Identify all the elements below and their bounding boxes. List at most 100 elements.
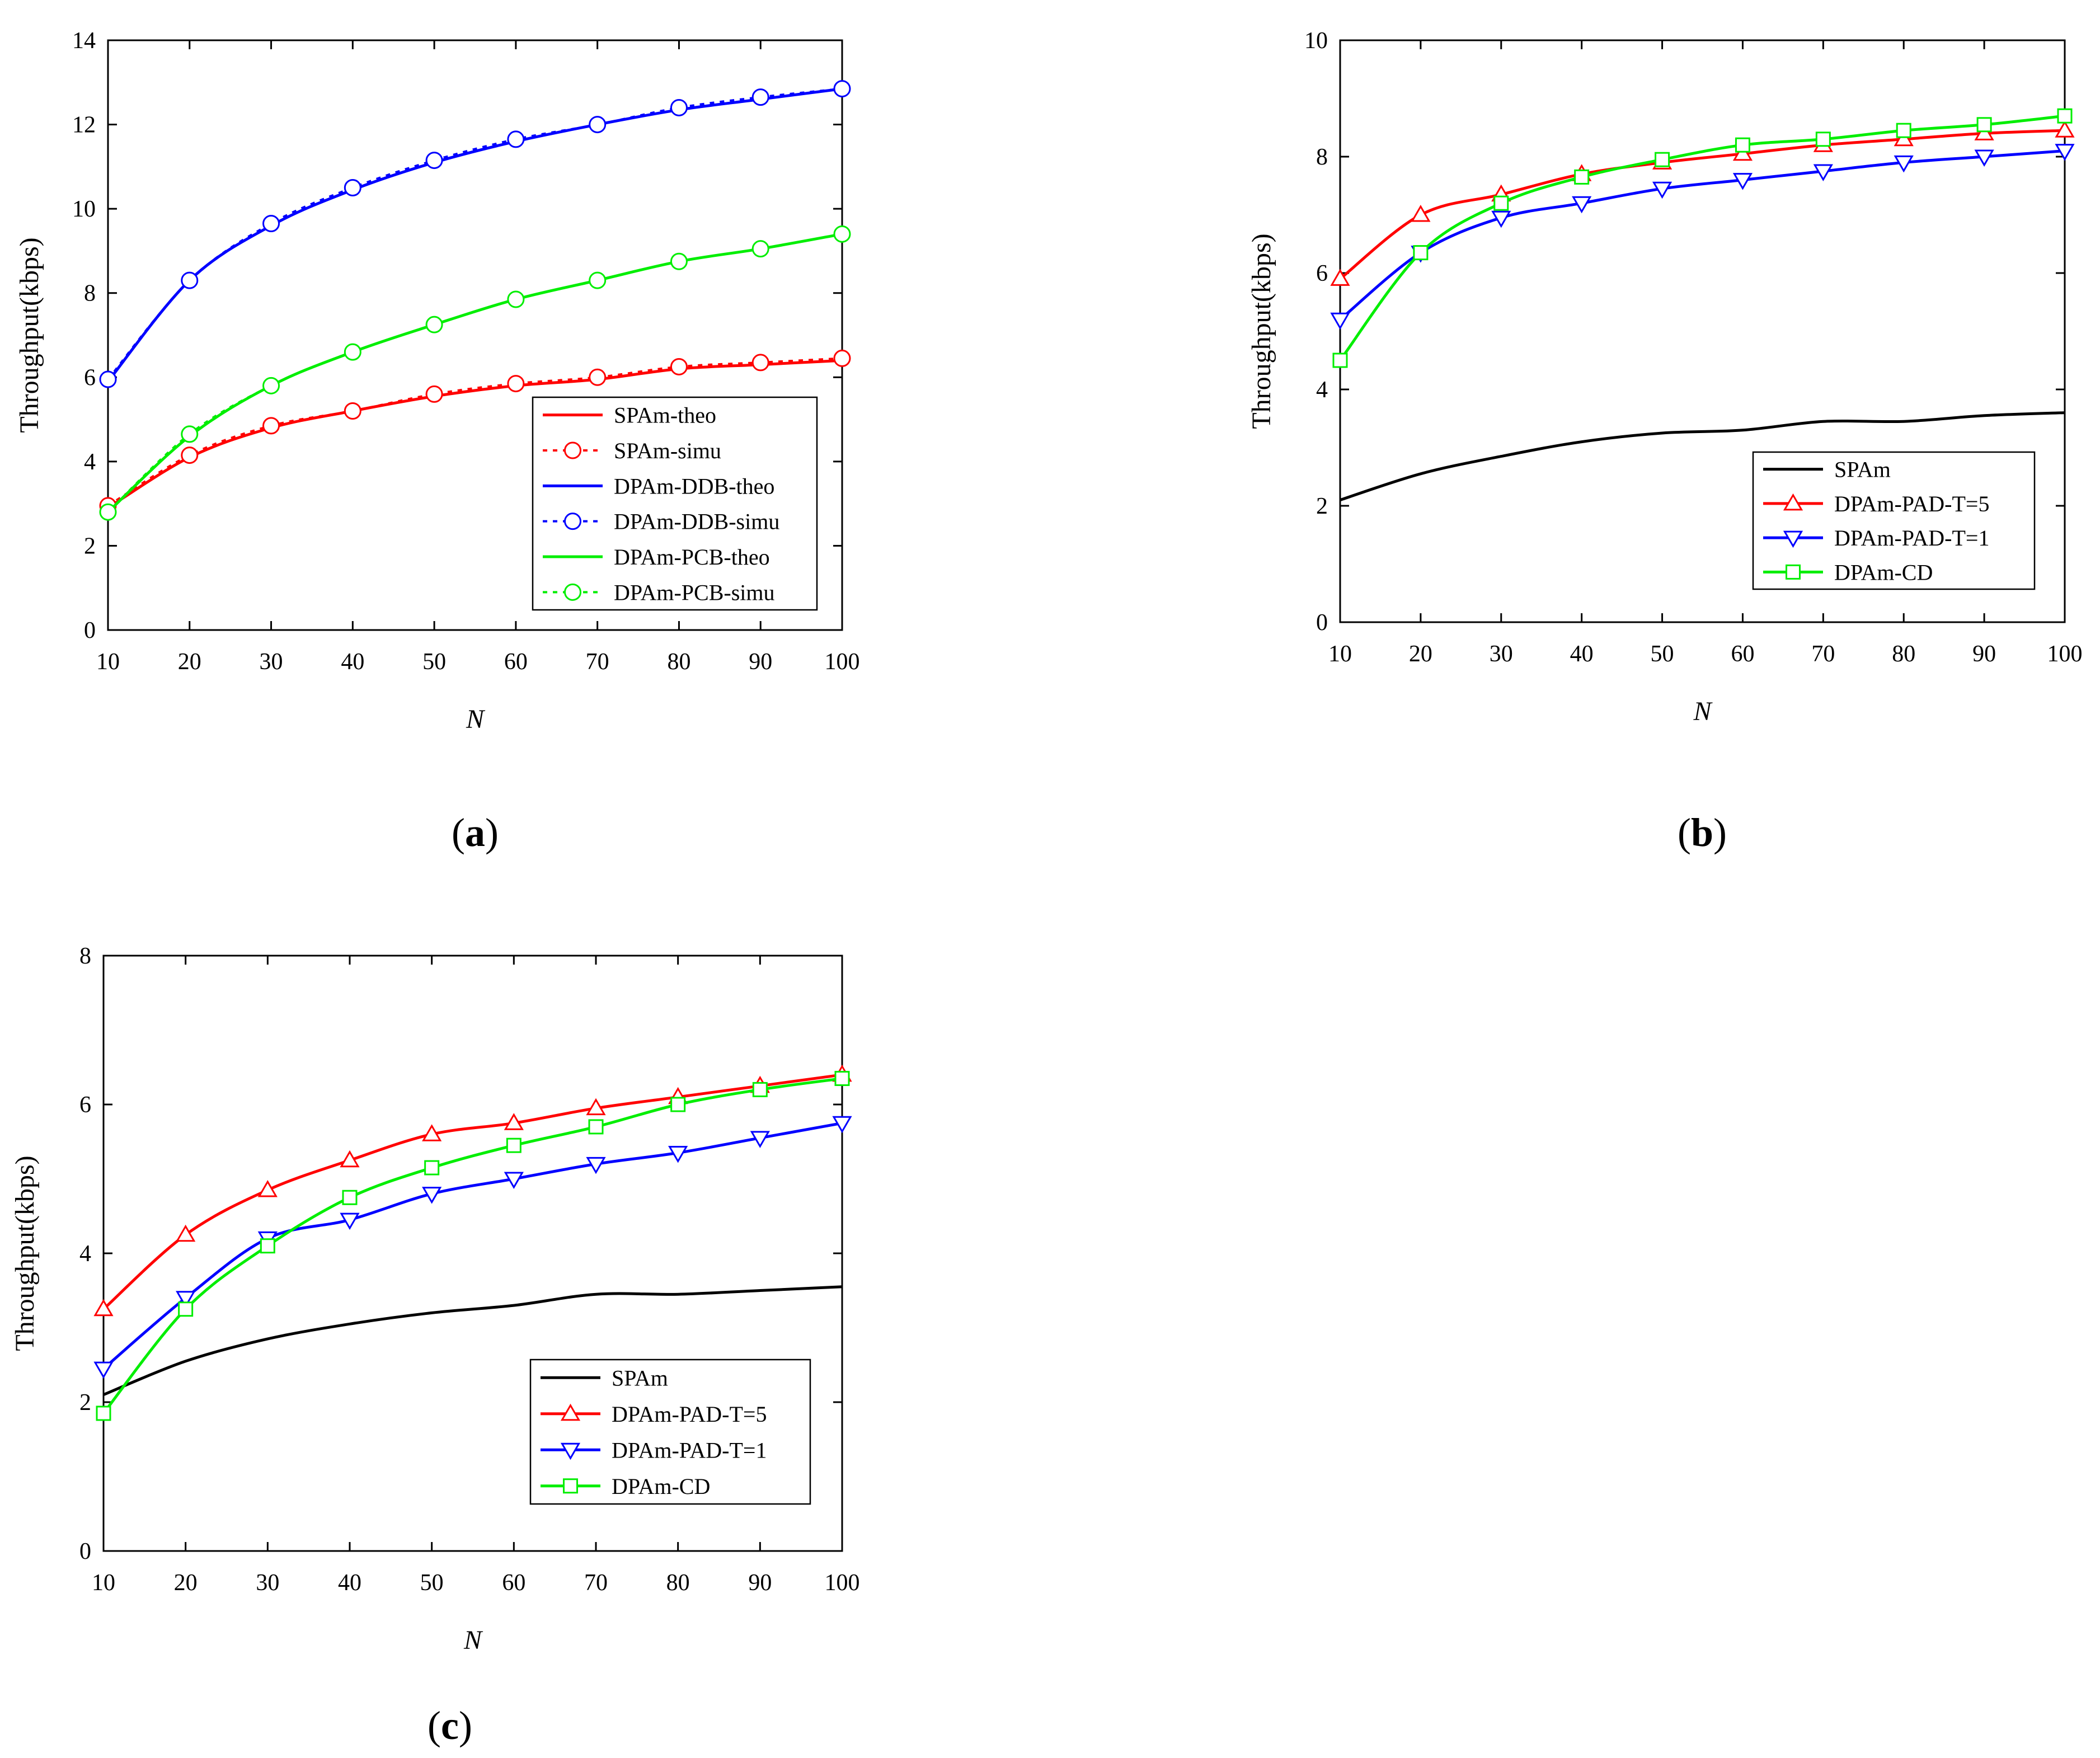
legend-swatch-marker: [564, 513, 581, 530]
y-tick-label: 2: [1316, 493, 1328, 519]
y-tick-label: 10: [72, 196, 96, 222]
data-point-marker: [422, 1124, 442, 1141]
x-tick-label: 40: [1570, 641, 1594, 667]
x-tick-label: 50: [422, 649, 446, 675]
legend-label: DPAm-PCB-simu: [614, 580, 775, 605]
data-point-marker: [344, 179, 361, 196]
data-point-marker: [176, 1224, 196, 1242]
data-point-marker: [176, 1291, 196, 1308]
caption-paren-open: (: [452, 810, 465, 855]
data-point-marker: [1572, 196, 1592, 214]
y-tick-label: 4: [84, 449, 96, 475]
caption-paren-open: (: [427, 1703, 441, 1748]
x-tick-label: 50: [1651, 641, 1674, 667]
x-tick-label: 30: [256, 1570, 279, 1596]
legend-swatch-marker: [564, 583, 581, 601]
data-point-marker: [752, 1082, 768, 1097]
y-tick-label: 4: [1316, 377, 1328, 403]
data-point-marker: [340, 1212, 360, 1230]
y-tick-label: 0: [84, 618, 96, 643]
legend-label: DPAm-DDB-theo: [614, 473, 774, 499]
data-point-marker: [751, 88, 769, 106]
y-tick-label: 12: [72, 112, 96, 138]
data-point-marker: [178, 1301, 194, 1317]
y-tick-label: 8: [79, 943, 91, 969]
data-point-marker: [1976, 117, 1992, 133]
x-tick-label: 100: [2047, 641, 2083, 667]
data-point-marker: [99, 503, 117, 521]
caption-paren-close: ): [1713, 810, 1727, 855]
data-point-marker: [1974, 123, 1994, 140]
series-line: [107, 357, 843, 507]
x-tick-label: 70: [586, 649, 609, 675]
x-axis-label: N: [463, 1625, 483, 1655]
caption-paren-open: (: [1678, 810, 1691, 855]
data-point-marker: [507, 290, 525, 308]
data-point-marker: [93, 1299, 114, 1317]
data-point-marker: [1413, 245, 1429, 261]
caption-letter: a: [465, 810, 485, 855]
series-line: [107, 233, 843, 513]
series-line: [1338, 114, 2065, 361]
data-point-marker: [1732, 173, 1753, 190]
data-point-marker: [586, 1098, 606, 1116]
data-point-marker: [751, 240, 769, 258]
y-tick-label: 0: [79, 1539, 91, 1564]
data-point-marker: [262, 417, 280, 435]
data-point-marker: [1652, 181, 1673, 199]
series-dpam-pad-t-1: [1330, 144, 2075, 330]
data-point-marker: [751, 354, 769, 372]
data-point-marker: [181, 271, 199, 289]
caption-letter: b: [1691, 810, 1713, 855]
x-tick-label: 80: [667, 649, 690, 675]
x-tick-label: 40: [341, 649, 364, 675]
x-tick-label: 100: [825, 649, 860, 675]
data-point-marker: [1735, 137, 1750, 153]
legend-swatch-marker: [560, 1442, 581, 1460]
data-point-marker: [507, 375, 525, 393]
x-tick-label: 40: [338, 1570, 361, 1596]
x-tick-label: 60: [1731, 641, 1754, 667]
legend-swatch-marker: [1783, 493, 1803, 511]
data-point-marker: [1411, 204, 1431, 222]
data-point-marker: [262, 214, 280, 232]
series-dpam-cd: [96, 1070, 850, 1421]
x-axis-label: N: [466, 704, 486, 734]
data-point-marker: [1896, 123, 1911, 138]
y-axis-label: Throughput(kbps): [15, 237, 44, 433]
y-tick-label: 10: [1304, 28, 1328, 54]
caption-letter: c: [441, 1703, 459, 1748]
legend-label: DPAm-PAD-T=1: [612, 1437, 767, 1463]
x-tick-label: 70: [1811, 641, 1835, 667]
data-point-marker: [1332, 352, 1348, 368]
x-tick-label: 90: [1972, 641, 1996, 667]
x-tick-label: 70: [584, 1570, 608, 1596]
legend-box: [532, 396, 818, 611]
legend: SPAm DPAm-PAD-T=5 DPAm-PAD-T=1 DPAm-CD: [529, 1359, 811, 1505]
data-point-marker: [262, 377, 280, 394]
data-point-marker: [181, 425, 199, 443]
legend-label: SPAm: [1834, 457, 1891, 482]
y-tick-label: 0: [1316, 610, 1328, 636]
series-spam-simu: [99, 349, 851, 515]
legend-label: SPAm-simu: [614, 438, 721, 463]
x-tick-label: 20: [178, 649, 201, 675]
data-point-marker: [589, 368, 607, 386]
y-tick-label: 6: [79, 1092, 91, 1118]
data-point-marker: [99, 370, 117, 388]
series-dpam-pad-t-1: [93, 1116, 852, 1379]
caption-paren-close: ): [485, 810, 499, 855]
series-line: [103, 1285, 843, 1397]
plot-frame: [107, 39, 843, 631]
y-axis-label: Throughput(kbps): [1247, 233, 1276, 429]
data-point-marker: [181, 446, 199, 464]
legend-swatch-marker: [1786, 564, 1801, 580]
x-tick-label: 50: [420, 1570, 444, 1596]
y-tick-label: 2: [79, 1390, 91, 1416]
series-line: [102, 1121, 843, 1370]
panel-caption: (a): [452, 810, 499, 855]
x-tick-label: 30: [1490, 641, 1513, 667]
data-point-marker: [504, 1172, 524, 1190]
y-tick-label: 6: [84, 365, 96, 391]
